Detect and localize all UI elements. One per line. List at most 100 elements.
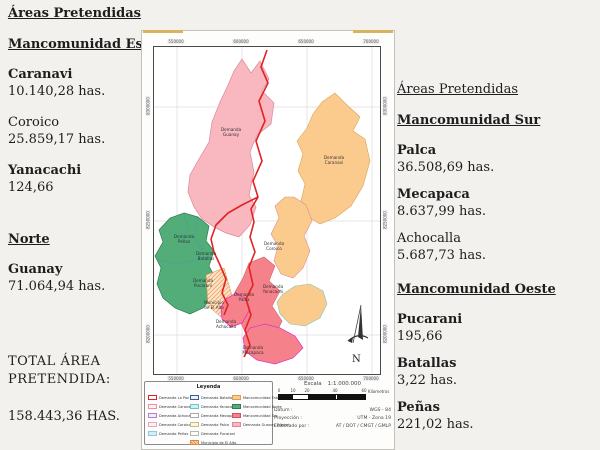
region-label-achocalla: Demanda Achocalla bbox=[215, 318, 237, 329]
entry-name: Caranavi bbox=[8, 67, 73, 82]
legend-label: Mancomunidad Norte bbox=[243, 404, 282, 409]
entry-name: Mecapaca bbox=[397, 187, 470, 202]
axis-tick-x: 700000 bbox=[362, 39, 380, 44]
north-arrow-icon bbox=[347, 304, 369, 344]
map-drawing: N bbox=[154, 47, 380, 374]
legend-swatch-caranavi-icon bbox=[148, 404, 157, 409]
axis-tick-y: 8250000 bbox=[145, 210, 151, 230]
axis-tick-y: 8200000 bbox=[382, 324, 388, 344]
region-coroico bbox=[270, 196, 313, 279]
region-achocalla bbox=[220, 292, 250, 328]
scale-block: Escala 1:1.000.000 0 10 20 40 60 Kilometr… bbox=[274, 381, 391, 447]
legend-label: Demanda Yanacachi bbox=[201, 404, 238, 409]
legend-swatch-mecapaca-icon bbox=[190, 413, 199, 418]
axis-tick-y: 8300000 bbox=[145, 96, 151, 116]
area-entry-yanacachi: Yanacachi 124,66 bbox=[8, 162, 148, 196]
axis-tick-x: 550000 bbox=[167, 376, 185, 381]
legend-label: Mancomunidad Este bbox=[243, 395, 280, 400]
region-label-palca: Demanda Palca bbox=[233, 291, 255, 302]
legend-title: Leyenda bbox=[196, 384, 221, 390]
legend-item: Demanda Palca bbox=[190, 420, 238, 429]
legend-swatch-el-alto-icon bbox=[190, 440, 199, 445]
la-paz-boundary-line bbox=[210, 49, 269, 358]
scalebar-tick: 60 bbox=[361, 388, 367, 393]
axis-tick-x: 650000 bbox=[297, 376, 315, 381]
entry-name: Yanacachi bbox=[8, 163, 82, 178]
entry-name: Guanay bbox=[8, 262, 63, 277]
entry-value: 221,02 has. bbox=[397, 417, 474, 432]
region-label-guanay: Demanda Guanay bbox=[220, 126, 242, 137]
legend-item: Demanda Batallas bbox=[190, 393, 238, 402]
map-legend: Leyenda Demanda La Paz Demanda Caranavi … bbox=[144, 381, 289, 447]
legend-swatch-penas-icon bbox=[148, 431, 157, 436]
legend-item: Demanda Mecapaca bbox=[190, 411, 238, 420]
entry-name: Peñas bbox=[397, 400, 440, 415]
region-caranavi bbox=[296, 92, 371, 225]
internal-boundaries bbox=[157, 214, 209, 265]
legend-swatch-coroico-icon bbox=[148, 422, 157, 427]
legend-column-1: Demanda La Paz Demanda Caranavi Demanda … bbox=[148, 393, 195, 438]
area-entry-caranavi: Caranavi 10.140,28 has. bbox=[8, 66, 148, 100]
right-panel: Áreas Pretendidas Mancomunidad Sur Palca… bbox=[397, 82, 597, 443]
entry-value: 36.508,69 has. bbox=[397, 160, 495, 175]
entry-name: Coroico bbox=[8, 115, 60, 130]
heading-mancomunidad-este: Mancomunidad Este bbox=[8, 37, 158, 52]
left-panel-title: Áreas Pretendidas bbox=[8, 6, 141, 21]
axis-tick-x: 600000 bbox=[232, 39, 250, 44]
area-entry-batallas: Batallas 3,22 has. bbox=[397, 355, 597, 389]
legend-label: Demanda Batallas bbox=[201, 395, 234, 400]
legend-item: Demanda Peñas bbox=[148, 429, 195, 438]
legend-column-2: Demanda Batallas Demanda Yanacachi Deman… bbox=[190, 393, 238, 447]
entry-value: 8.637,99 has. bbox=[397, 204, 486, 219]
area-entry-palca: Palca 36.508,69 has. bbox=[397, 142, 597, 176]
escala-label: Escala bbox=[304, 381, 322, 387]
legend-item: Demanda Achocalla bbox=[148, 411, 195, 420]
legend-label: Mancomunidad Sur bbox=[243, 413, 278, 418]
entry-name: Achocalla bbox=[397, 231, 461, 246]
scalebar-tick: 40 bbox=[332, 388, 338, 393]
north-label: N bbox=[352, 354, 361, 365]
legend-swatch-norte-icon bbox=[232, 404, 241, 409]
legend-label: Demanda Guanay (Norte) bbox=[243, 422, 290, 427]
area-entry-penas: Peñas 221,02 has. bbox=[397, 399, 597, 433]
legend-swatch-pucarani-icon bbox=[190, 431, 199, 436]
meta-projection: Proyección : UTM - Zona 19 bbox=[274, 415, 391, 423]
region-label-batallas: Demanda Batallas bbox=[195, 250, 217, 261]
region-label-yanacachi: Demanda Yanacachi bbox=[262, 283, 284, 294]
map-metadata: Datum : WGS - 84 Proyección : UTM - Zona… bbox=[274, 407, 391, 431]
legend-item: Demanda Guanay (Norte) bbox=[232, 420, 289, 429]
meta-value: WGS - 84 bbox=[369, 408, 391, 413]
legend-label: Municipio de El Alto bbox=[201, 440, 237, 445]
meta-value: UTM - Zona 19 bbox=[357, 416, 391, 421]
entry-value: 3,22 has. bbox=[397, 373, 458, 388]
meta-datum: Datum : WGS - 84 bbox=[274, 407, 391, 415]
entry-value: 10.140,28 has. bbox=[8, 84, 106, 99]
legend-swatch-la-paz-icon bbox=[148, 395, 157, 400]
entry-name: Batallas bbox=[397, 356, 457, 371]
entry-name: Palca bbox=[397, 143, 437, 158]
escala-ratio: 1:1.000.000 bbox=[327, 381, 361, 387]
entry-value: 71.064,94 has. bbox=[8, 279, 106, 294]
entry-value: 5.687,73 has. bbox=[397, 248, 486, 263]
map-canvas: N Demanda Guanay Demanda Caranavi Demand… bbox=[153, 46, 381, 375]
entry-name: Pucarani bbox=[397, 312, 463, 327]
entry-value: 195,66 bbox=[397, 329, 443, 344]
meta-label: Datum : bbox=[274, 408, 293, 413]
total-area-value: 158.443,36 HAS. bbox=[8, 409, 120, 424]
meta-value: AT / DOT / CMGT / GMLP bbox=[335, 424, 391, 429]
legend-item: Municipio de El Alto bbox=[190, 438, 238, 447]
legend-label: Demanda Mecapaca bbox=[201, 413, 238, 418]
region-guanay bbox=[187, 58, 275, 238]
region-label-coroico: Demanda Coroico bbox=[263, 240, 285, 251]
area-entry-pucarani: Pucarani 195,66 bbox=[397, 311, 597, 345]
right-panel-title: Áreas Pretendidas bbox=[397, 82, 519, 97]
region-label-pucarani: Demanda Pucarani bbox=[192, 277, 214, 288]
legend-swatch-este-icon bbox=[232, 395, 241, 400]
legend-item: Demanda Caranavi bbox=[148, 402, 195, 411]
legend-item: Demanda Yanacachi bbox=[190, 402, 238, 411]
region-label-mecapaca: Demanda Mecapaca bbox=[242, 344, 264, 355]
heading-mancomunidad-sur: Mancomunidad Sur bbox=[397, 113, 541, 128]
legend-swatch-guanay-icon bbox=[232, 422, 241, 427]
region-label-el-alto: Municipio de El Alto bbox=[204, 299, 224, 310]
